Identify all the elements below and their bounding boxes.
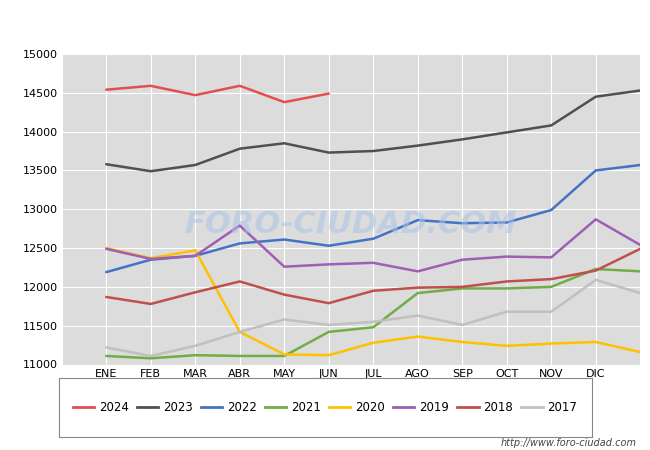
Text: FORO-CIUDAD.COM: FORO-CIUDAD.COM	[185, 210, 517, 239]
Text: Afiliados en Granadilla de Abona a 31/5/2024: Afiliados en Granadilla de Abona a 31/5/…	[137, 14, 513, 33]
Legend: 2024, 2023, 2022, 2021, 2020, 2019, 2018, 2017: 2024, 2023, 2022, 2021, 2020, 2019, 2018…	[73, 401, 577, 414]
Text: http://www.foro-ciudad.com: http://www.foro-ciudad.com	[501, 438, 637, 448]
